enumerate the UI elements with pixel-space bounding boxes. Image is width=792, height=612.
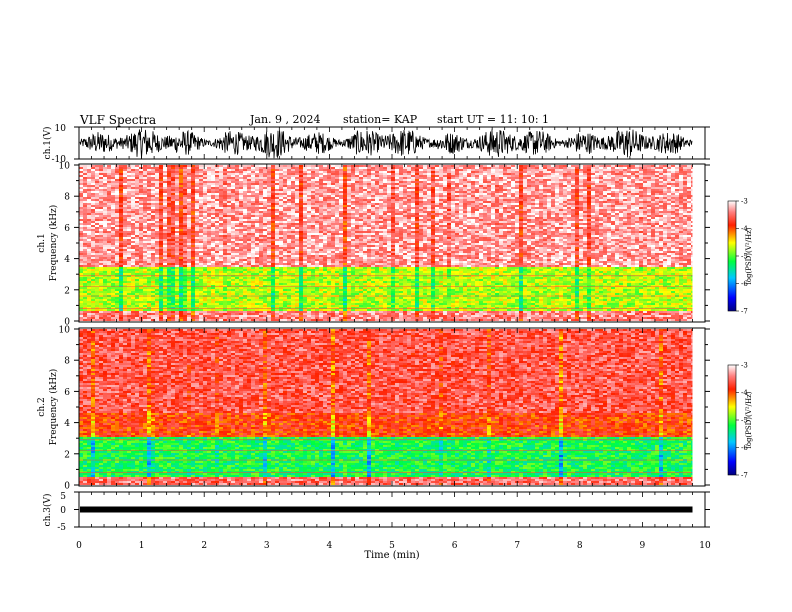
freq-tick-label-0: 0 [64,318,70,328]
x-tick-label-7: 7 [514,541,520,551]
colorbar-tick-1: -4 [741,389,748,397]
ch1-freq-ylabel: Frequency (kHz) [48,205,59,282]
colorbar-tick-1: -4 [741,225,748,233]
x-tick-label-9: 9 [640,541,646,551]
freq-tick-label-5: 10 [59,162,71,172]
ch2-spectrogram-image [79,329,693,485]
ch1-spectrogram-panel: 0 2 4 6 8 10 ch.1 Frequency (kHz) [37,162,710,328]
ch1-ylabel: ch.1(V) [42,127,53,160]
x-tick-label-2: 2 [201,541,207,551]
freq-tick-label-4: 8 [64,357,70,367]
freq-tick-label-3: 6 [64,224,70,234]
ch3-waveform-panel: 5 0 -5 ch.3(V) [42,491,710,533]
colorbar-tick-0: -3 [741,362,748,370]
x-tick-label-0: 0 [76,541,82,551]
colorbar-tick-2: -5 [741,417,748,425]
x-tick-label-6: 6 [452,541,458,551]
ch3-ytick-mid: 0 [60,506,66,516]
freq-tick-label-2: 4 [64,419,70,429]
x-tick-label-10: 10 [699,541,711,551]
ch2-colorbar-gradient [727,364,737,476]
x-tick-label-1: 1 [139,541,145,551]
colorbar-tick-2: -5 [741,253,748,261]
ch1-ytick-bottom: -10 [52,155,67,165]
ch2-colorbar: -3 -4 -5 -6 -7 log(PSD)(V²/Hz) [727,362,753,480]
freq-tick-label-0: 0 [64,482,70,492]
ch2-freq-ylabel: Frequency (kHz) [48,369,59,446]
ch1-colorbar-gradient [727,200,737,312]
ch2-spectrogram-panel: 0 2 4 6 8 10 ch.2 Frequency (kHz) [37,326,710,492]
freq-tick-label-1: 2 [64,450,70,460]
ch2-freq-ylabel-channel: ch.2 [37,397,47,416]
x-tick-label-4: 4 [327,541,333,551]
ch2-spectrogram-ticks: 0 2 4 6 8 10 [59,326,710,492]
ch2-colorbar-label: log(PSD)(V²/Hz) [745,391,753,448]
ch1-colorbar-ticks: -3 -4 -5 -6 -7 [736,198,748,316]
x-tick-label-8: 8 [577,541,583,551]
ch3-waveform-trace [80,506,693,513]
colorbar-tick-3: -6 [741,444,748,452]
ch1-colorbar: -3 -4 -5 -6 -7 log(PSD)(V²/Hz) [727,198,753,316]
colorbar-tick-0: -3 [741,198,748,206]
x-axis-label: Time (min) [364,550,419,561]
colorbar-tick-4: -7 [741,472,748,480]
ch3-ytick-top: 5 [60,492,66,502]
ch1-waveform-panel: 10 -10 ch.1(V) [42,124,710,165]
time-x-axis: 0 1 2 3 4 5 6 7 8 9 10 [76,127,711,551]
date-label: Jan. 9 , 2024 [250,113,321,126]
x-tick-label-3: 3 [264,541,270,551]
ch1-spectrogram-image [79,165,693,321]
ch1-colorbar-label: log(PSD)(V²/Hz) [745,227,753,284]
ch1-freq-ylabel-channel: ch.1 [37,233,47,252]
start-time-label: start UT = 11: 10: 1 [437,113,549,126]
colorbar-tick-4: -7 [741,308,748,316]
ch1-waveform-trace [79,129,693,159]
ch1-ytick-top: 10 [55,124,67,134]
colorbar-tick-3: -6 [741,280,748,288]
ch3-ylabel: ch.3(V) [42,494,53,527]
ch3-ytick-bottom: -5 [57,523,66,533]
freq-tick-label-3: 6 [64,388,70,398]
ch1-spectrogram-ticks: 0 2 4 6 8 10 [59,162,710,328]
station-label: station= KAP [343,113,417,126]
plot-title: VLF Spectra [80,113,156,127]
ch3-y-ticks [74,491,710,528]
freq-tick-label-5: 10 [59,326,71,336]
freq-tick-label-2: 4 [64,255,70,265]
freq-tick-label-4: 8 [64,193,70,203]
freq-tick-label-1: 2 [64,286,70,296]
ch1-y-ticks [74,126,710,160]
ch2-colorbar-ticks: -3 -4 -5 -6 -7 [736,362,748,480]
x-tick-label-5: 5 [389,541,395,551]
